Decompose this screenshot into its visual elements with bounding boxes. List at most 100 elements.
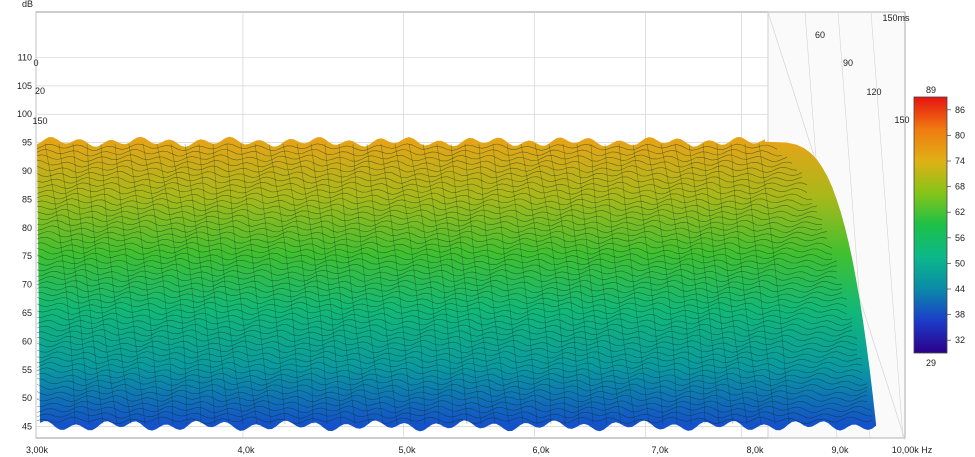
x-tick-label: 4,0k: [237, 445, 255, 455]
contour-line: [36, 159, 793, 168]
contour-line: [36, 361, 863, 370]
contour-line: [36, 165, 798, 173]
x-tick-label: 7,0k: [651, 445, 669, 455]
ridge-line: [730, 143, 762, 424]
contour-line: [36, 290, 843, 299]
ridge-line: [604, 143, 636, 424]
ridge-line: [716, 143, 748, 424]
time-tick-label: 90: [843, 58, 853, 68]
contour-line: [36, 225, 823, 234]
contour-line: [36, 187, 808, 195]
contour-line: [36, 170, 803, 179]
ridge-line: [590, 143, 622, 424]
y-tick-label: 45: [22, 422, 32, 432]
y-tick-label: 100: [17, 109, 32, 119]
ridge-line: [338, 143, 370, 424]
ridge-line: [618, 143, 650, 424]
contour-line: [36, 350, 858, 359]
ridge-line: [436, 143, 468, 424]
contour-line: [36, 176, 803, 184]
ridge-line: [128, 143, 160, 424]
contour-line: [36, 318, 853, 326]
contour-line: [36, 274, 838, 283]
y-tick-label: 95: [22, 138, 32, 148]
ridge-line: [380, 143, 412, 424]
contour-line: [36, 219, 823, 228]
contour-line: [36, 296, 848, 304]
x-tick-label: 3,00k: [26, 445, 49, 455]
contour-line: [36, 149, 783, 157]
colorbar-tick-label: 74: [955, 156, 965, 166]
x-tick-label: 10,00k Hz: [892, 445, 933, 455]
ridge-line: [142, 143, 174, 424]
y-tick-label: 65: [22, 308, 32, 318]
y-tick-label: 90: [22, 166, 32, 176]
ridge-line: [674, 143, 706, 424]
colorbar-tick-label: 80: [955, 130, 965, 140]
colorbar: 89 29 86 80 74 68 62 56 50 44 38 32: [913, 85, 965, 368]
contour-line: [36, 208, 818, 217]
colorbar-tick-label: 44: [955, 284, 965, 294]
y-tick-label: 110: [18, 52, 32, 62]
contour-line: [36, 230, 828, 239]
ridge-line: [562, 143, 594, 424]
contour-line: [36, 269, 838, 277]
contour-line: [36, 411, 873, 419]
contour-line: [36, 143, 778, 152]
ridge-line: [156, 143, 188, 424]
y-tick-label: 55: [22, 365, 32, 375]
ridge-line: [520, 143, 552, 424]
contour-line: [36, 400, 868, 408]
colorbar-tick-labels: 86 80 74 68 62 56 50 44 38 32: [947, 105, 965, 345]
ridge-line: [758, 143, 790, 424]
colorbar-tick-label: 50: [955, 258, 965, 268]
contour-line: [36, 236, 828, 244]
ridge-line: [422, 143, 454, 424]
ridge-line: [114, 143, 146, 424]
ridge-line: [170, 143, 202, 424]
ridge-line: [576, 143, 608, 424]
ridge-line: [254, 143, 286, 424]
surface-contours: [36, 143, 873, 425]
ridge-line: [464, 143, 496, 424]
y-axis-label: dB: [22, 0, 33, 9]
y-tick-label: 75: [22, 251, 32, 261]
y-tick-label: 50: [22, 393, 32, 403]
ridge-line: [352, 143, 384, 424]
contour-line: [36, 154, 788, 163]
x-tick-label: 8,0k: [746, 445, 764, 455]
contour-line: [36, 389, 868, 397]
contour-line: [36, 263, 838, 272]
contour-line: [36, 323, 853, 332]
contour-line: [36, 252, 833, 261]
ridge-line: [268, 143, 300, 424]
time-tick-labels: 0 20 150 60 90 120 150 150ms: [32, 13, 910, 126]
ridge-line: [688, 143, 720, 424]
colorbar-scale: [913, 96, 948, 354]
ridge-line: [86, 143, 118, 424]
ridge-line: [394, 143, 426, 424]
contour-line: [36, 356, 863, 365]
ridge-line: [534, 143, 566, 424]
contour-line: [36, 285, 843, 294]
contour-line: [36, 307, 848, 315]
contour-line: [36, 181, 808, 190]
contour-line: [36, 372, 863, 381]
ridge-line: [408, 143, 440, 424]
ridge-line: [240, 143, 272, 424]
ridge-line: [324, 143, 356, 424]
contour-line: [36, 301, 848, 310]
y-tick-label: 70: [22, 280, 32, 290]
contour-line: [36, 394, 868, 403]
contour-line: [36, 192, 813, 201]
colorbar-tick-label: 86: [955, 105, 965, 115]
ridge-line: [506, 143, 538, 424]
ridge-line: [282, 143, 314, 424]
time-tick-label: 150ms: [882, 13, 910, 23]
colorbar-tick-label: 32: [955, 335, 965, 345]
ridge-line: [72, 143, 104, 424]
contour-line: [36, 345, 858, 354]
time-tick-label: 0: [33, 58, 38, 68]
contour-line: [36, 203, 818, 212]
